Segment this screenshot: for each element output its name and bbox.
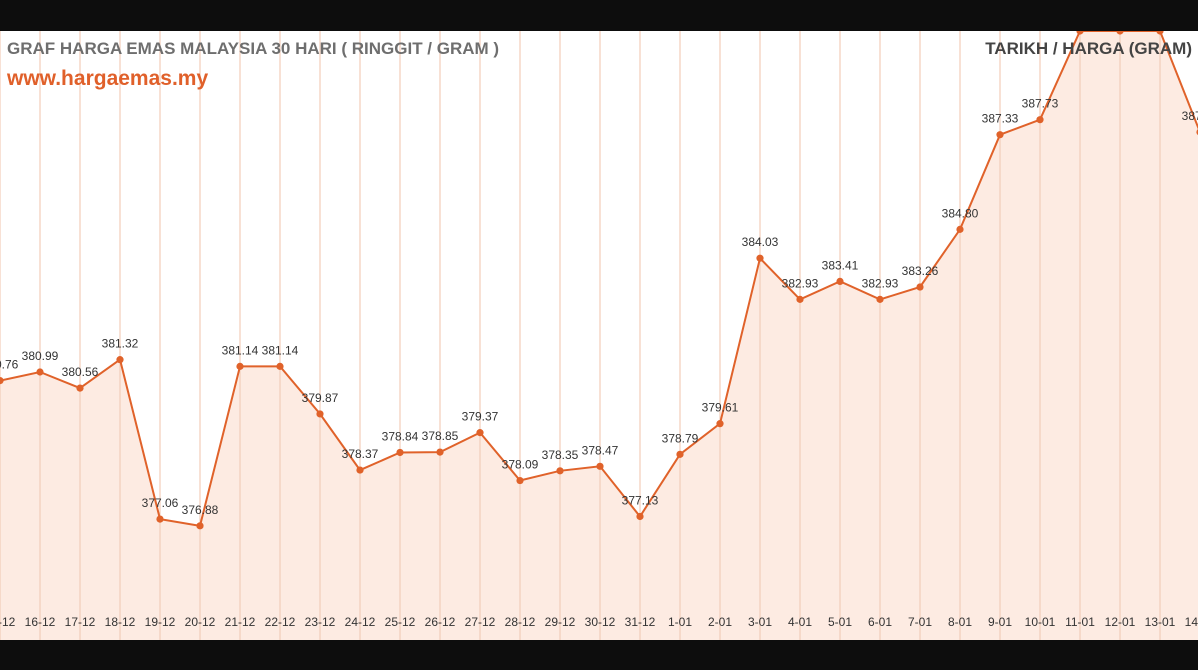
x-tick-label: 15-12 — [0, 615, 16, 629]
x-tick-label: 10-01 — [1025, 615, 1056, 629]
x-tick-label: 28-12 — [505, 615, 536, 629]
x-tick-label: 16-12 — [25, 615, 56, 629]
x-tick-label: 17-12 — [65, 615, 96, 629]
data-point — [516, 476, 524, 485]
data-label: 378.79 — [662, 431, 699, 445]
x-tick-label: 3-01 — [748, 615, 772, 629]
data-point — [756, 254, 764, 262]
data-point — [476, 429, 484, 437]
data-label: 381.14 — [222, 343, 259, 357]
x-tick-label: 5-01 — [828, 615, 852, 629]
x-tick-label: 22-12 — [265, 615, 296, 629]
x-tick-label: 30-12 — [585, 615, 616, 629]
data-label: 380.56 — [62, 365, 99, 379]
x-tick-label: 19-12 — [145, 615, 176, 629]
data-point — [596, 462, 604, 470]
data-label: 378.35 — [542, 448, 579, 462]
x-tick-label: 21-12 — [225, 615, 256, 629]
data-label: 387.40 — [1182, 109, 1198, 123]
data-label: 381.14 — [262, 343, 299, 357]
x-tick-label: 12-01 — [1105, 615, 1136, 629]
x-tick-label: 31-12 — [625, 615, 656, 629]
data-point — [956, 225, 964, 233]
data-point — [1076, 31, 1084, 35]
data-label: 384.80 — [942, 206, 979, 220]
data-label: 380.99 — [22, 349, 59, 363]
data-label: 379.37 — [462, 410, 499, 424]
x-tick-label: 11-01 — [1065, 615, 1095, 629]
data-label: 382.93 — [782, 276, 819, 290]
data-label: 378.09 — [502, 458, 539, 472]
data-point — [0, 377, 4, 385]
data-point — [676, 450, 684, 458]
data-label: 379.61 — [702, 401, 739, 415]
x-tick-label: 27-12 — [465, 615, 496, 629]
x-tick-label: 24-12 — [345, 615, 376, 629]
x-tick-label: 6-01 — [868, 615, 892, 629]
x-tick-label: 13-01 — [1145, 615, 1176, 629]
data-label: 378.84 — [382, 429, 419, 443]
price-chart: 15-12 16-12 17-12 18-12 19-12 20-12 21-12 22-12… — [0, 31, 1198, 640]
data-point — [1156, 31, 1164, 35]
data-label: 382.93 — [862, 276, 899, 290]
chart-plot-area: 15-12 16-12 17-12 18-12 19-12 20-12 21-12 22-12… — [0, 31, 1198, 640]
x-tick-label: 4-01 — [788, 615, 812, 629]
x-tick-label: 26-12 — [425, 615, 456, 629]
data-point — [716, 420, 724, 428]
x-tick-label: 18-12 — [105, 615, 136, 629]
data-point — [316, 410, 324, 418]
website-link[interactable]: www.hargaemas.my — [7, 67, 209, 90]
x-tick-label: 25-12 — [385, 615, 416, 629]
data-point — [276, 362, 284, 370]
x-tick-label: 2-01 — [708, 615, 732, 629]
data-label: 377.13 — [622, 493, 659, 507]
data-point — [996, 131, 1004, 139]
data-label: 377.06 — [142, 496, 179, 510]
data-label: 387.33 — [982, 112, 1019, 126]
x-tick-label: 23-12 — [305, 615, 336, 629]
data-label: 387.73 — [1022, 97, 1059, 111]
data-point — [916, 283, 924, 291]
x-tick-label: 7-01 — [908, 615, 932, 629]
data-point — [36, 368, 44, 376]
data-label: 378.85 — [422, 429, 459, 443]
x-tick-label: 9-01 — [988, 615, 1012, 629]
axis-legend-title: TARIKH / HARGA (GRAM) — [985, 39, 1192, 58]
data-point — [116, 356, 124, 364]
data-label: 378.37 — [342, 447, 379, 461]
data-point — [636, 512, 644, 521]
data-point — [236, 362, 244, 370]
data-label: 381.32 — [102, 337, 139, 351]
data-point — [356, 466, 364, 474]
x-tick-label: 8-01 — [948, 615, 972, 629]
data-point — [876, 295, 884, 303]
data-point — [76, 384, 84, 392]
data-point — [436, 448, 444, 456]
x-tick-label: 1-01 — [668, 615, 692, 629]
data-label: 378.47 — [582, 443, 619, 457]
bottom-black-bar — [0, 640, 1198, 670]
data-label: 380.76 — [0, 358, 19, 372]
data-label: 383.26 — [902, 264, 939, 278]
data-point — [196, 522, 204, 530]
data-point — [1036, 116, 1044, 124]
data-label: 384.03 — [742, 235, 779, 249]
top-black-bar — [0, 0, 1198, 31]
x-tick-label: 29-12 — [545, 615, 576, 629]
data-label: 379.87 — [302, 391, 339, 405]
chart-title: GRAF HARGA EMAS MALAYSIA 30 HARI ( RINGG… — [7, 39, 500, 58]
data-label: 376.88 — [182, 503, 219, 517]
area-fill — [0, 31, 1198, 640]
data-label: 383.41 — [822, 258, 859, 272]
data-point — [396, 448, 404, 457]
data-point — [836, 277, 844, 286]
x-tick-label: 14-01 — [1185, 615, 1198, 629]
data-point — [1116, 31, 1124, 35]
x-tick-label: 20-12 — [185, 615, 216, 629]
data-point — [156, 515, 164, 523]
data-point — [556, 467, 564, 475]
data-point — [796, 295, 804, 303]
